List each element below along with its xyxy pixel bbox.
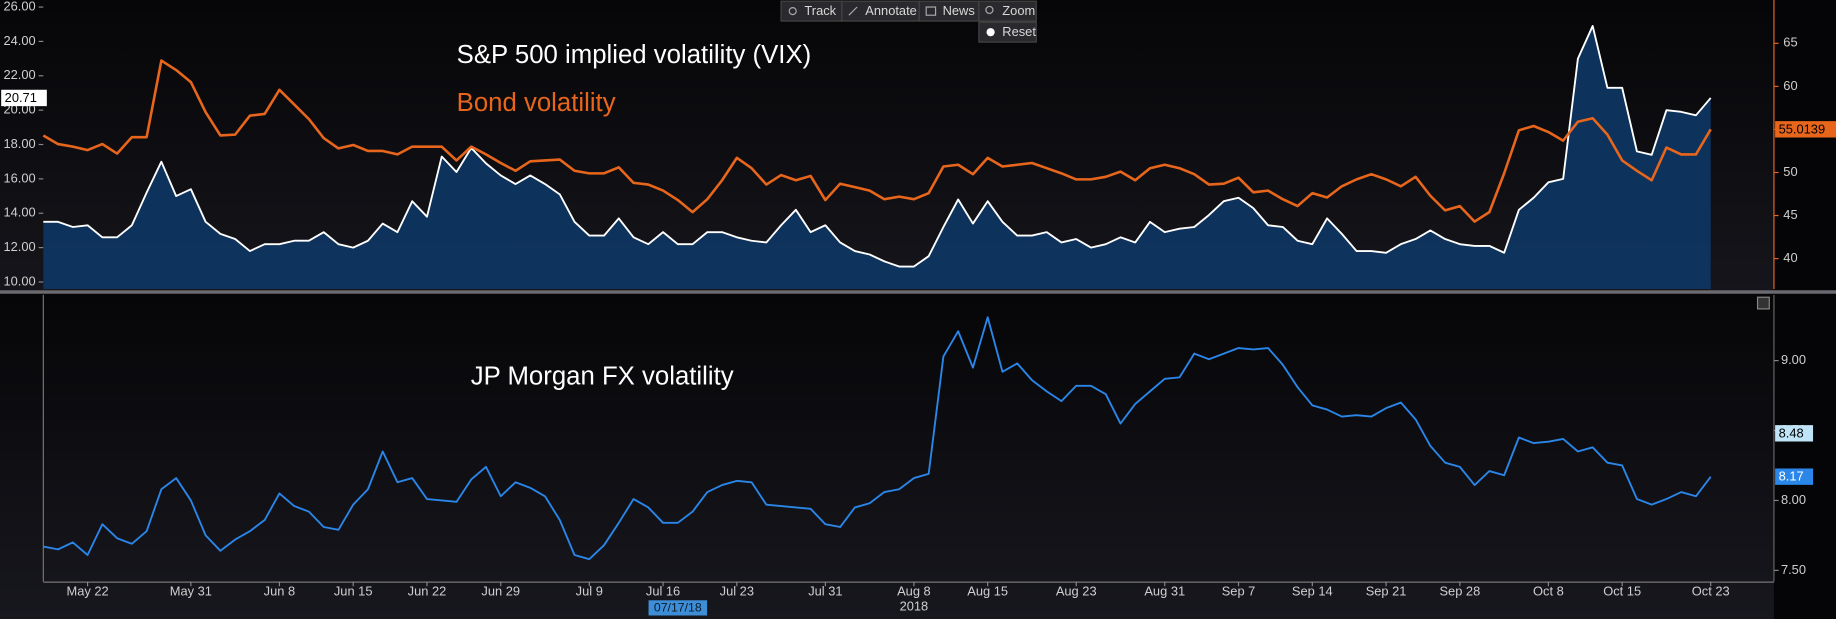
- x-tick-label: Aug 8: [897, 583, 931, 598]
- icon: [848, 6, 858, 16]
- x-tick-label: Oct 8: [1533, 583, 1564, 598]
- cursor-box: [648, 600, 708, 616]
- y-tick-label: 16.00: [4, 170, 36, 185]
- last-value-box: [1775, 468, 1814, 485]
- icon: [788, 7, 797, 16]
- toolbar-label: News: [943, 3, 975, 18]
- panel-icon[interactable]: [1756, 296, 1770, 310]
- x-tick-label: Aug 31: [1144, 583, 1185, 598]
- icon: [986, 28, 995, 37]
- y-tick-label: 24.00: [4, 33, 36, 48]
- legend-label: JP Morgan FX volatility: [471, 363, 734, 391]
- last-value-box: [1775, 425, 1814, 442]
- series-line: [43, 25, 1712, 268]
- last-value-box: [1775, 121, 1836, 138]
- legend-label: S&P 500 implied volatility (VIX): [457, 41, 812, 69]
- last-value-box: [1, 89, 47, 107]
- y2-tick-label: 65: [1783, 35, 1797, 50]
- y-tick-label: 7.50: [1781, 562, 1806, 577]
- x-tick-label: Sep 7: [1222, 583, 1256, 598]
- series-line: [43, 316, 1712, 561]
- y-tick-label: 22.00: [4, 67, 36, 82]
- last-value-label: 8.17: [1779, 469, 1804, 484]
- x-tick-label: Sep 14: [1292, 583, 1333, 598]
- legend-label: Bond volatility: [457, 89, 616, 117]
- x-tick-label: Sep 21: [1366, 583, 1407, 598]
- y2-tick-label: 45: [1783, 207, 1797, 222]
- x-tick-label: Aug 23: [1056, 583, 1097, 598]
- icon: [985, 5, 994, 15]
- x-tick-label: Oct 15: [1603, 583, 1641, 598]
- y-tick-label: 8.00: [1781, 492, 1806, 507]
- icon: [925, 6, 937, 16]
- x-tick-label: Sep 28: [1439, 583, 1480, 598]
- y2-tick-label: 60: [1783, 78, 1797, 93]
- y-tick-label: 26.00: [4, 0, 36, 13]
- x-tick-label: Jul 9: [576, 583, 603, 598]
- x-tick-label: Jul 31: [808, 583, 842, 598]
- x-tick-label: Jul 16: [646, 583, 680, 598]
- x-tick-label: Aug 15: [967, 583, 1008, 598]
- last-value-label: 55.0139: [1779, 121, 1826, 136]
- y2-tick-label: 50: [1783, 164, 1797, 179]
- y-tick-label: 14.00: [4, 205, 36, 220]
- reset-button[interactable]: [978, 21, 1037, 43]
- reset-label: Reset: [1002, 24, 1036, 39]
- area: [43, 25, 1711, 290]
- y-tick-label: 18.00: [4, 136, 36, 151]
- x-tick-label: Jun 22: [408, 583, 447, 598]
- bottom-panel: [0, 293, 1836, 619]
- y2-tick-label: 40: [1783, 250, 1797, 265]
- last-value-label: 20.71: [5, 90, 37, 105]
- y-tick-label: 9.00: [1781, 352, 1806, 367]
- x-tick-label: Jun 8: [264, 583, 295, 598]
- toolbar-label: Annotate: [865, 3, 917, 18]
- toolbar: Track Annotate News Zoom Reset: [780, 0, 1037, 43]
- y-tick-label: 10.00: [4, 273, 36, 288]
- x-tick-label: May 31: [170, 583, 212, 598]
- toolbar-label: Track: [804, 3, 836, 18]
- toolbar-button[interactable]: [978, 0, 1037, 22]
- year-label: 2018: [900, 599, 929, 614]
- right-axis-strip: [1773, 0, 1836, 619]
- x-tick-label: May 22: [66, 583, 108, 598]
- last-value-label: 8.48: [1779, 425, 1804, 440]
- x-tick-label: Jun 15: [334, 583, 373, 598]
- cursor-label: 07/17/18: [654, 601, 702, 615]
- y-tick-label: 12.00: [4, 239, 36, 254]
- x-tick-label: Oct 23: [1692, 583, 1730, 598]
- x-tick-label: Jul 23: [720, 583, 754, 598]
- x-tick-label: Jun 29: [481, 583, 520, 598]
- toolbar-label: Zoom: [1002, 3, 1035, 18]
- series-line: [42, 59, 1712, 223]
